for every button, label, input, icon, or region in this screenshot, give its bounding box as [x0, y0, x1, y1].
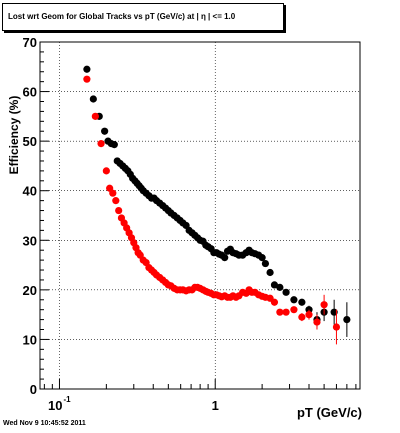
x-axis-label: pT (GeV/c) — [296, 405, 362, 420]
data-point-series-2 — [112, 197, 120, 205]
x-tick-label: 1 — [212, 398, 219, 413]
data-point-series-2 — [332, 323, 341, 331]
data-point-series-2 — [290, 306, 298, 314]
axis-ticks — [40, 41, 357, 390]
data-point-series-2 — [320, 301, 328, 309]
data-point-series-1 — [221, 254, 229, 262]
data-point-series-2 — [282, 308, 290, 316]
data-point-series-2 — [270, 298, 279, 306]
data-point-series-1 — [83, 65, 91, 73]
x-tick-label: 10 — [48, 398, 62, 413]
data-point-series-1 — [270, 281, 279, 289]
data-point-series-1 — [343, 316, 351, 324]
data-point-series-1 — [282, 288, 290, 296]
y-tick-label: 20 — [23, 283, 37, 298]
y-tick-label: 30 — [23, 233, 37, 248]
chart-title-box: Lost wrt Geom for Global Tracks vs pT (G… — [2, 3, 284, 31]
data-point-series-2 — [102, 167, 110, 175]
data-point-series-1 — [89, 95, 97, 103]
data-point-series-2 — [313, 318, 321, 326]
y-tick-label: 60 — [23, 85, 37, 100]
data-point-series-1 — [110, 141, 118, 149]
y-tick-label: 40 — [23, 184, 37, 199]
grid-lines — [40, 41, 360, 389]
data-point-series-1 — [276, 283, 284, 291]
y-tick-label: 50 — [23, 134, 37, 149]
data-point-series-2 — [91, 112, 99, 120]
data-point-series-2 — [97, 140, 105, 148]
data-point-series-1 — [101, 127, 109, 135]
data-point-series-1 — [290, 296, 298, 304]
data-point-series-2 — [83, 75, 91, 83]
timestamp-footer: Wed Nov 9 10:45:52 2011 — [3, 420, 86, 427]
data-point-series-2 — [276, 308, 284, 316]
data-point-series-2 — [109, 189, 117, 197]
data-point-series-1 — [258, 254, 266, 262]
plot-frame — [39, 41, 361, 390]
data-point-series-1 — [266, 268, 274, 277]
data-markers — [83, 65, 351, 345]
axes — [39, 41, 361, 390]
y-tick-label: 0 — [30, 382, 37, 397]
y-tick-label: 70 — [23, 35, 37, 50]
y-tick-label: 10 — [23, 332, 37, 347]
chart-title: Lost wrt Geom for Global Tracks vs pT (G… — [8, 12, 236, 21]
x-tick-label-exponent: -1 — [63, 395, 71, 404]
data-point-series-2 — [298, 313, 306, 321]
data-point-series-1 — [298, 298, 306, 306]
data-point-series-2 — [115, 206, 123, 215]
data-point-series-2 — [305, 311, 313, 319]
data-point-series-1 — [261, 259, 270, 268]
